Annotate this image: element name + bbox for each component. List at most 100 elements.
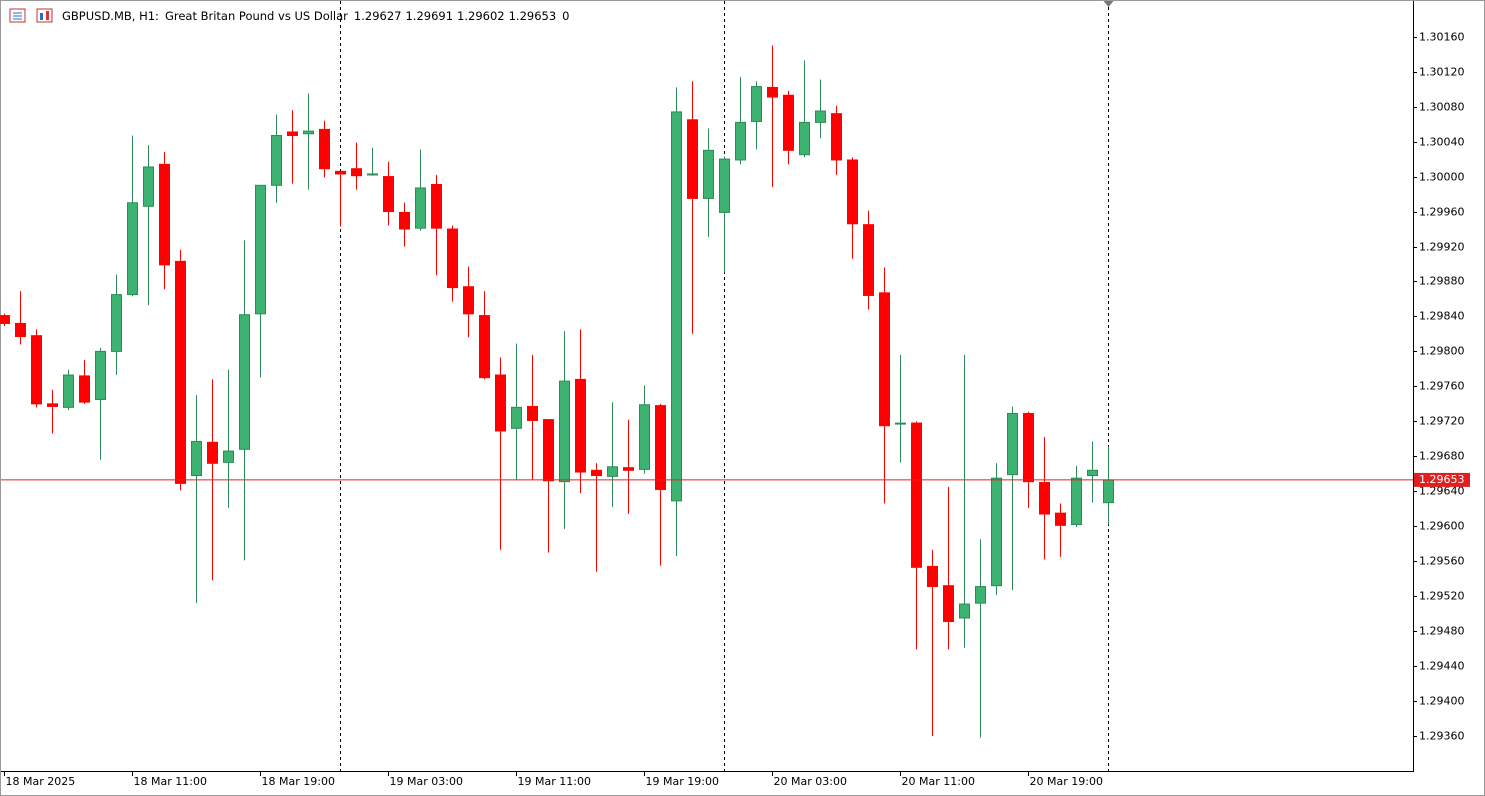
x-tick-label: 18 Mar 11:00 [134,775,207,788]
candle-body [975,586,986,604]
candle-body [1087,469,1098,477]
candle-body [687,119,698,199]
candle-body [511,406,522,429]
candle-body [31,335,42,405]
y-tick-label: 1.30080 [1419,101,1465,114]
candle-body [1007,412,1018,476]
description: Great Britan Pound vs US Dollar [165,9,348,23]
y-tick-label: 1.29640 [1419,485,1465,498]
icon-bar [40,13,43,20]
candle-body [543,419,554,482]
y-tick-label: 1.29680 [1419,450,1465,463]
candle-body [815,110,826,123]
candle-body [927,565,938,588]
y-tick-label: 1.29840 [1419,310,1465,323]
x-tick-label: 19 Mar 11:00 [518,775,591,788]
candle-body [63,374,74,408]
candle-body [991,477,1002,587]
y-tick-label: 1.30160 [1419,31,1465,44]
candle-body [335,170,346,175]
candle-body [719,158,730,213]
candle-body [431,183,442,229]
y-tick-label: 1.30040 [1419,136,1465,149]
header: GBPUSD.MB, H1: Great Britan Pound vs US D… [62,9,569,23]
candle-body [847,159,858,225]
current-bar-marker [1103,1,1114,7]
candle-body [47,403,58,407]
candle-body [559,380,570,483]
x-tick-label: 20 Mar 19:00 [1030,775,1103,788]
y-tick-label: 1.29480 [1419,625,1465,638]
y-tick-label: 1.29400 [1419,695,1465,708]
y-tick-label: 1.30120 [1419,66,1465,79]
y-tick-label: 1.29720 [1419,415,1465,428]
high: 1.29691 [405,9,453,23]
candle-body [383,176,394,213]
candle-body [863,224,874,296]
candle-body [879,292,890,427]
x-tick-label: 20 Mar 11:00 [902,775,975,788]
candle-body [591,469,602,477]
y-tick-label: 1.29520 [1419,590,1465,603]
candle-body [367,173,378,176]
candle-body [0,315,10,324]
close: 1.29653 [509,9,557,23]
header-icons [9,8,53,23]
y-tick-label: 1.29920 [1419,241,1465,254]
candle-body [527,405,538,421]
candle-body [143,166,154,207]
x-tick-label: 19 Mar 03:00 [390,775,463,788]
candle-body [751,86,762,123]
plot-frame [0,0,1414,772]
y-tick-label: 1.29440 [1419,660,1465,673]
candle-body [175,260,186,484]
candle-body [735,121,746,161]
candle-body [703,149,714,199]
candle-body [1071,477,1082,525]
symbol: GBPUSD.MB, H1: [62,9,159,23]
candle-body [303,130,314,135]
candle-body [767,86,778,98]
y-tick-label: 1.29760 [1419,380,1465,393]
candle-body [639,404,650,470]
trailing: 0 [562,9,569,23]
x-tick-label: 20 Mar 03:00 [774,775,847,788]
candle-body [607,466,618,477]
candle-body [271,134,282,186]
candle-body [79,375,90,403]
candle-body [127,202,138,296]
x-tick-label: 19 Mar 19:00 [646,775,719,788]
candle-body [959,603,970,619]
candle-body [895,422,906,425]
candle-body [911,422,922,568]
candle-body [1055,512,1066,526]
candle-body [799,121,810,156]
candle-body [95,350,106,400]
candle-body [399,211,410,230]
candle-body [1023,412,1034,483]
candle-body [623,467,634,471]
icon [36,8,53,23]
icon-bar [46,11,49,20]
candle-body [207,441,218,464]
candle-body [319,128,330,170]
candle-body [415,187,426,229]
candle-body [655,405,666,491]
candle-body [479,315,490,379]
candle-body [287,131,298,136]
candle-body [943,585,954,623]
candle-body [159,163,170,266]
y-tick-label: 1.29960 [1419,206,1465,219]
price-label: 1.29653 [1419,473,1465,486]
candle-body [351,168,362,177]
y-tick-label: 1.29360 [1419,730,1465,743]
y-tick-label: 1.29880 [1419,275,1465,288]
candle-body [447,228,458,289]
y-tick-label: 1.29560 [1419,555,1465,568]
candle-body [671,111,682,502]
candle-body [831,113,842,161]
y-tick-label: 1.30000 [1419,171,1465,184]
y-tick-label: 1.29800 [1419,345,1465,358]
